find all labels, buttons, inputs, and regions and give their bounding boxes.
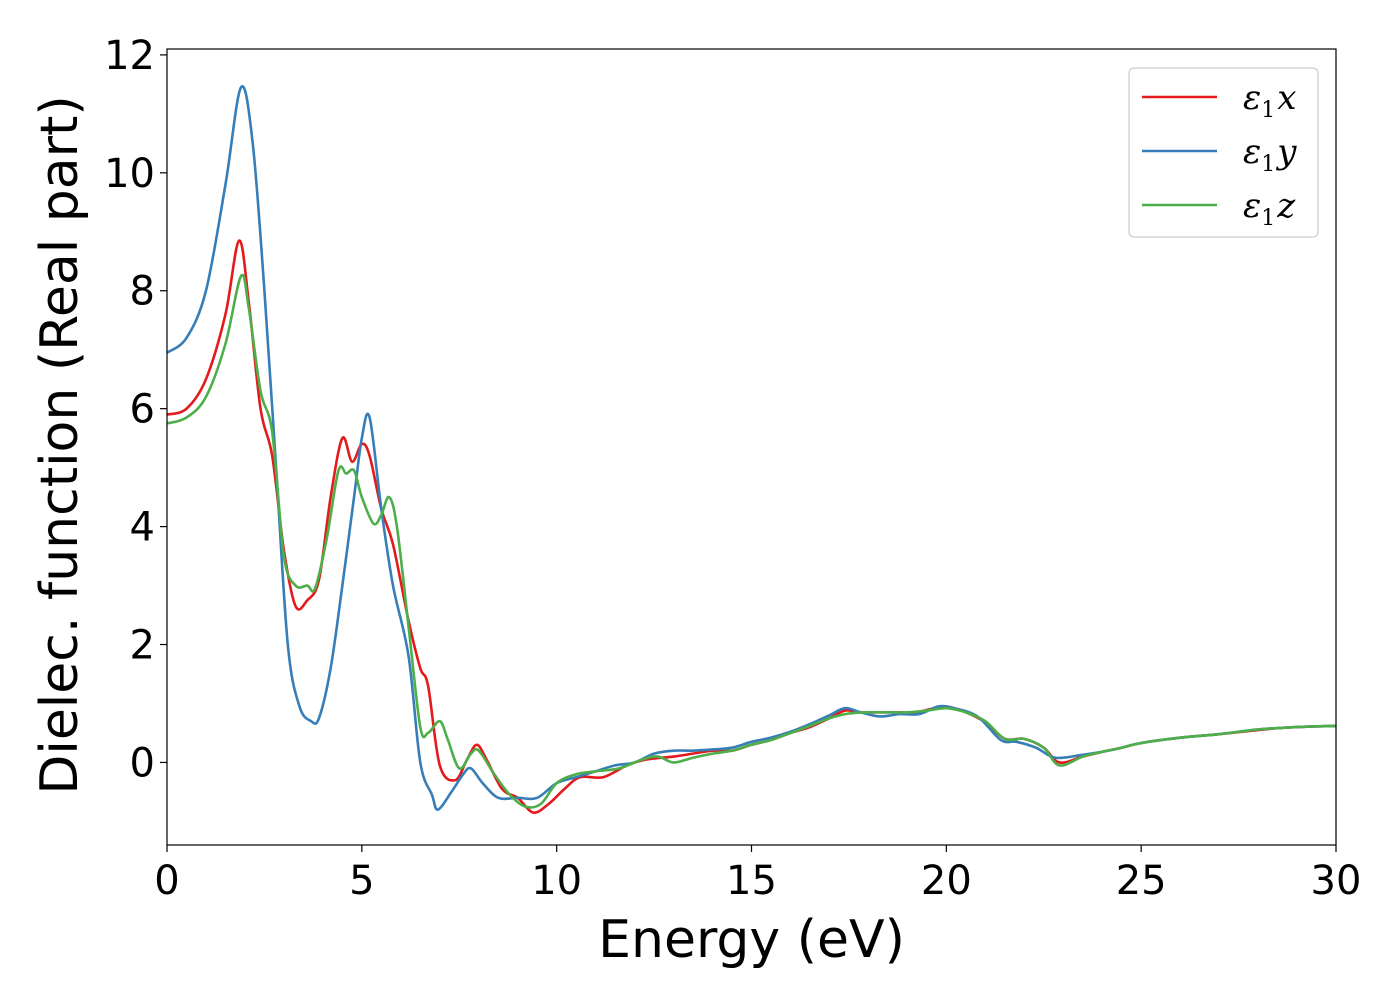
- x-tick-label: 30: [1311, 858, 1362, 904]
- y-tick-label: 12: [104, 33, 155, 79]
- y-axis-title: Dielec. function (Real part): [30, 95, 90, 794]
- x-tick-label: 25: [1116, 858, 1167, 904]
- x-tick-label: 15: [726, 858, 777, 904]
- y-tick-label: 6: [130, 387, 155, 433]
- y-tick-label: 4: [130, 505, 155, 551]
- y-tick-label: 0: [130, 740, 155, 786]
- x-tick-label: 0: [154, 858, 179, 904]
- x-axis-title: Energy (eV): [598, 910, 905, 970]
- x-tick-label: 20: [921, 858, 972, 904]
- series-line-y: [166, 85, 1337, 811]
- legend-box: [1128, 67, 1319, 238]
- ticks-layer: 0 5 10 15 20 25 30 0 2 4 6 8 10 12: [104, 33, 1361, 904]
- x-tick-label: 10: [531, 858, 582, 904]
- series-line-x: [166, 239, 1337, 814]
- y-tick-label: 10: [104, 151, 155, 197]
- legend-label-y: ε1y: [1243, 132, 1297, 177]
- series-line-z: [166, 273, 1337, 809]
- x-tick-label: 5: [349, 858, 374, 904]
- y-tick-label: 8: [130, 269, 155, 315]
- legend-label-z: ε1z: [1243, 186, 1296, 231]
- legend: ε1x ε1y ε1z: [1128, 67, 1319, 238]
- series-layer: [166, 85, 1337, 814]
- y-tick-label: 2: [130, 623, 155, 669]
- legend-label-x: ε1x: [1243, 78, 1296, 123]
